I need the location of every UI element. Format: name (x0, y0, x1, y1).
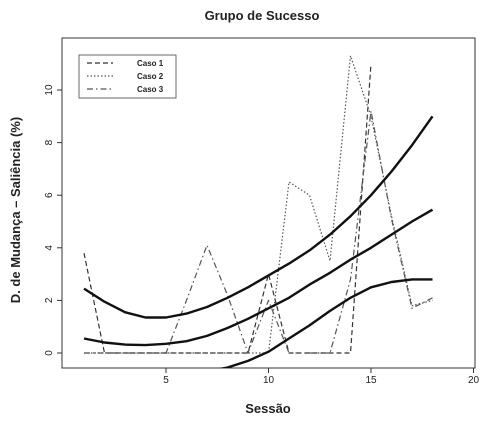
series-line-3 (84, 110, 433, 354)
data-point (83, 391, 85, 393)
axes: 5 10 15 20 0 2 4 6 8 10 (44, 37, 480, 386)
series-line-2 (84, 55, 433, 354)
data-point (349, 352, 351, 354)
series-layer (83, 55, 434, 393)
legend-label: Caso 2 (137, 72, 164, 81)
x-tick-label: 5 (163, 375, 169, 386)
y-tick-label: 6 (44, 192, 55, 198)
data-point (124, 378, 126, 380)
y-tick-label: 4 (44, 245, 55, 251)
data-point (144, 375, 146, 377)
y-tick-label: 2 (44, 297, 55, 303)
data-point (103, 383, 105, 385)
y-tick-label: 8 (44, 139, 55, 145)
x-axis-label: Sessão (245, 401, 291, 416)
data-point (206, 370, 208, 372)
series-line-6 (218, 278, 433, 368)
y-axis-label: D. de Mudança – Saliência (%) (8, 117, 23, 303)
chart-title: Grupo de Sucesso (205, 8, 320, 23)
series-line-1 (83, 63, 372, 354)
x-tick-label: 10 (263, 375, 275, 386)
legend-label: Caso 3 (137, 85, 164, 94)
series-line-4 (83, 115, 434, 319)
x-tick-label: 15 (365, 375, 377, 386)
x-tick-label: 20 (468, 375, 480, 386)
series-line-5 (83, 208, 434, 347)
data-point (185, 373, 187, 375)
legend: Caso 1 Caso 2 Caso 3 (78, 54, 177, 99)
y-tick-label: 0 (44, 350, 55, 356)
y-tick-label: 10 (44, 84, 55, 96)
data-point (431, 299, 433, 301)
legend-label: Caso 1 (137, 59, 164, 68)
